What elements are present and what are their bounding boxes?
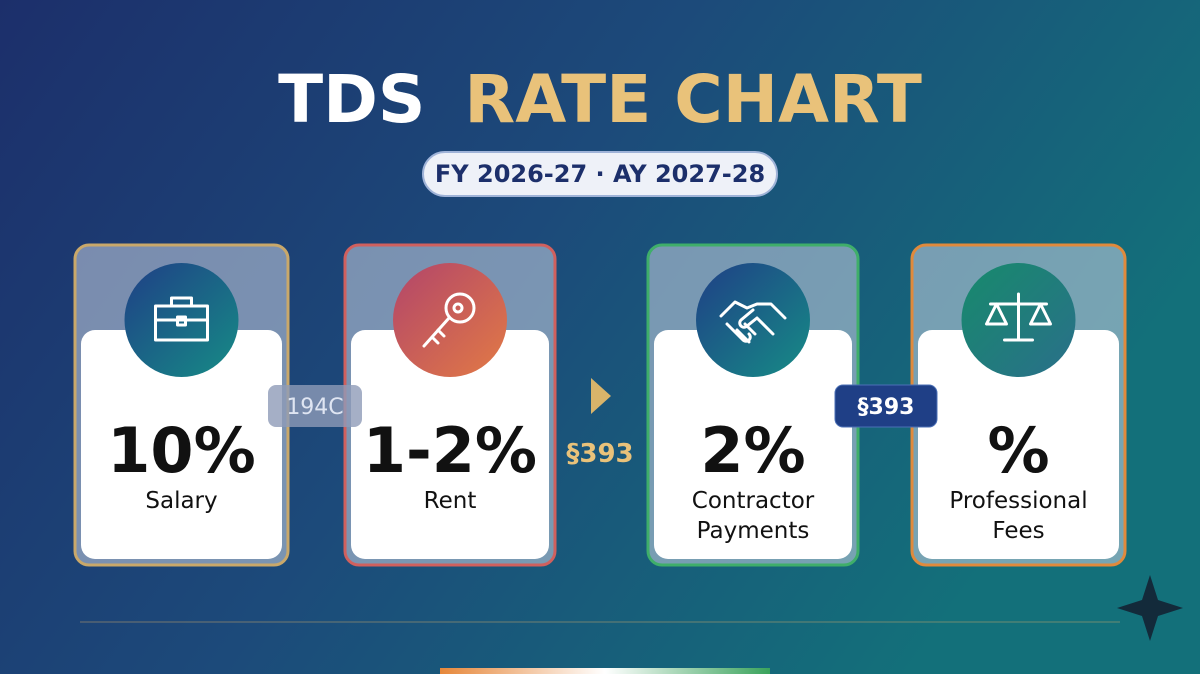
title-gold: RATE CHART <box>464 61 922 138</box>
card: 10%Salary <box>73 243 290 567</box>
subtitle-pill <box>422 151 778 197</box>
sparkle <box>1117 575 1183 641</box>
rate: 2% <box>700 414 805 487</box>
icon <box>154 296 209 342</box>
badge <box>834 384 938 428</box>
card-label: Rent <box>424 488 477 514</box>
arrow <box>591 378 611 414</box>
badge-text: §393 <box>566 439 633 469</box>
icon <box>719 300 787 344</box>
card-label: Professional <box>949 488 1087 514</box>
card-label: Contractor <box>692 488 815 514</box>
rate: % <box>987 414 1049 487</box>
card-body <box>918 330 1119 559</box>
icon-circle <box>393 263 507 377</box>
rate: 1-2% <box>363 414 537 487</box>
cards: 10%Salary1-2%Rent2%ContractorPayments%Pr… <box>73 243 1127 567</box>
badge <box>268 385 362 427</box>
card-body <box>81 330 282 559</box>
card-label: Salary <box>145 488 217 514</box>
icon <box>985 292 1052 342</box>
card: %Professional Fees <box>910 243 1127 567</box>
icon <box>422 292 476 348</box>
badge-text: 194C <box>286 395 343 420</box>
card-body <box>654 330 852 559</box>
flag-strip <box>440 668 770 674</box>
rate: 10% <box>107 414 255 487</box>
card: 2%Contractor Payments <box>646 243 860 567</box>
card-label: Fees <box>992 518 1044 544</box>
subtitle: FY 2026-27 · AY 2027-28 <box>435 160 765 188</box>
card: 1-2%Rent <box>343 243 557 567</box>
title: TDS RATE CHART <box>278 61 922 138</box>
title-white: TDS <box>278 61 425 138</box>
badge-text: §393 <box>858 395 915 420</box>
card-body <box>351 330 549 559</box>
card-label: Payments <box>697 518 810 544</box>
